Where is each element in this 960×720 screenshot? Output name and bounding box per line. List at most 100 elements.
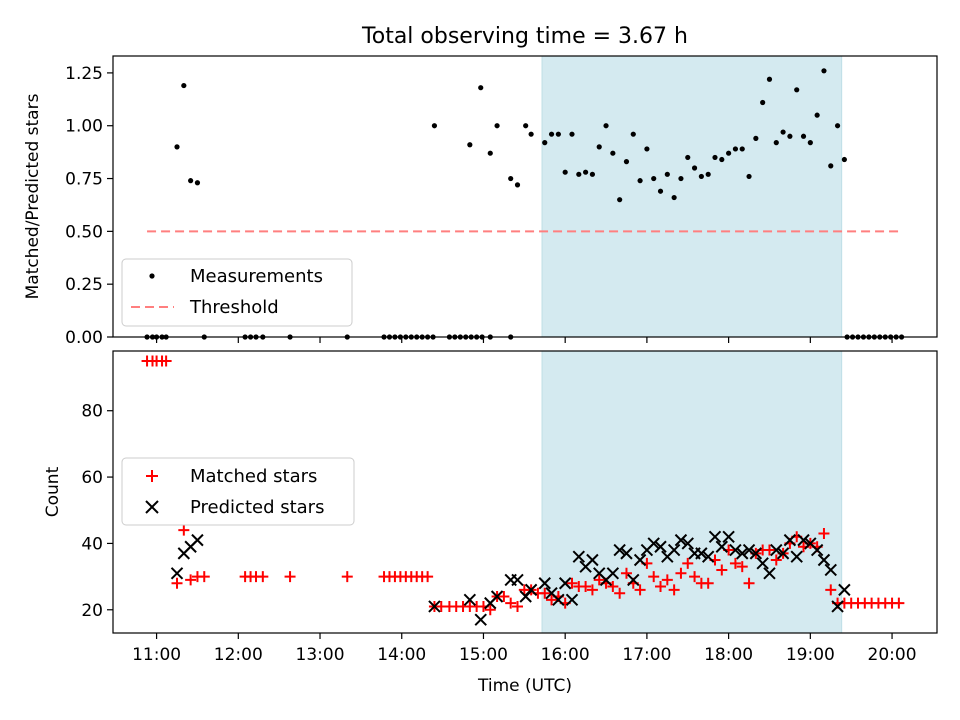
bottom-y-axis-label: Count [43, 466, 63, 517]
bottom-x-axis-label: Time (UTC) [477, 676, 572, 696]
matched-star-point [655, 581, 667, 593]
measurement-point [555, 131, 561, 137]
matched-star-point [716, 564, 728, 576]
predicted-star-point [749, 547, 763, 560]
matched-star-point [682, 557, 694, 569]
predicted-star-point [763, 567, 776, 580]
top-legend: Measurements Threshold [121, 258, 353, 327]
predicted-star-point [474, 613, 487, 626]
measurement-point [671, 194, 677, 201]
measurement-point [657, 188, 664, 194]
measurement-point [562, 169, 568, 175]
measurement-point [760, 99, 766, 106]
predicted-star-point [511, 573, 524, 587]
predicted-star-point [191, 533, 204, 547]
bottom-x-tick-label: 13:00 [296, 645, 345, 665]
matched-star-point [566, 577, 578, 589]
matched-star-point [171, 577, 183, 589]
matched-star-point [185, 574, 197, 586]
matched-star-point [586, 584, 598, 596]
matched-star-point [770, 554, 782, 566]
top-y-tick-label: 0.25 [65, 275, 103, 295]
predicted-star-point [633, 553, 647, 567]
measurement-point [478, 85, 484, 91]
top-y-tick-label: 0.50 [65, 222, 103, 242]
predicted-star-point [681, 537, 694, 550]
bottom-x-tick-label: 19:00 [786, 645, 835, 665]
predicted-star-points [170, 530, 851, 626]
matched-star-point [198, 571, 210, 583]
predicted-star-point [790, 550, 803, 563]
matched-star-point [422, 571, 434, 583]
predicted-star-point [524, 583, 538, 597]
predicted-star-point [701, 550, 715, 563]
matched-star-point [661, 574, 673, 586]
measurement-point [174, 144, 180, 150]
predicted-star-point [463, 593, 477, 607]
measurement-point [685, 154, 691, 161]
measurement-point [617, 197, 623, 203]
matched-star-point [689, 571, 701, 583]
measurement-point [569, 131, 575, 137]
predicted-star-point [810, 543, 824, 557]
matched-star-point [484, 604, 496, 616]
measurement-point [739, 146, 745, 152]
measurement-point [576, 171, 582, 177]
matched-star-point [498, 591, 510, 603]
bottom-legend-box [121, 457, 355, 526]
matched-star-point [178, 524, 190, 536]
predicted-star-point [729, 543, 742, 557]
measurement-point [807, 140, 813, 146]
top-y-tick-label: 0.75 [65, 170, 103, 190]
legend-matched-label: Matched stars [190, 466, 317, 487]
bottom-y-ticks: 20 40 60 80 [81, 402, 113, 621]
measurement-point [188, 178, 194, 184]
bottom-x-tick-label: 16:00 [541, 645, 590, 665]
measurement-point [630, 131, 636, 137]
predicted-star-point [770, 543, 783, 557]
measurement-point [766, 76, 773, 82]
predicted-star-point [654, 540, 667, 553]
matched-star-point [818, 527, 830, 539]
measurement-point [644, 146, 650, 152]
legend-threshold-label: Threshold [189, 297, 279, 318]
measurement-point [732, 146, 739, 152]
top-y-tick-label: 1.00 [65, 117, 103, 137]
measurement-point [637, 178, 643, 184]
predicted-star-point [490, 590, 504, 603]
predicted-star-point [838, 583, 851, 597]
predicted-star-point [667, 543, 681, 557]
measurement-point [787, 133, 793, 139]
bottom-y-tick-label: 20 [81, 601, 103, 621]
matched-star-point [763, 544, 775, 556]
measurement-point [726, 150, 732, 156]
measurement-point [623, 159, 630, 165]
bottom-x-tick-label: 11:00 [132, 645, 181, 665]
predicted-star-point [647, 537, 660, 550]
predicted-star-point [538, 577, 551, 590]
predicted-star-point [824, 563, 837, 577]
predicted-star-point [708, 530, 722, 543]
predicted-star-point [715, 540, 729, 553]
matched-star-point [546, 594, 558, 606]
predicted-star-point [606, 567, 620, 580]
legend-predicted-marker [145, 500, 159, 514]
predicted-star-point [831, 600, 844, 613]
predicted-star-point [756, 557, 769, 570]
measurement-point [773, 140, 779, 146]
matched-star-point [729, 557, 741, 569]
matched-star-point [702, 577, 714, 589]
top-y-axis-label: Matched/Predicted stars [23, 93, 43, 299]
bottom-x-tick-label: 12:00 [214, 645, 263, 665]
matched-star-point [257, 571, 269, 583]
predicted-star-point [627, 573, 640, 587]
top-chart-title: Total observing time = 3.67 h [361, 24, 688, 49]
measurement-point [528, 131, 534, 137]
predicted-star-point [613, 543, 626, 557]
matched-star-point [505, 597, 517, 609]
measurement-point [610, 150, 616, 156]
matched-star-point [607, 581, 619, 593]
predicted-star-point [572, 550, 586, 563]
